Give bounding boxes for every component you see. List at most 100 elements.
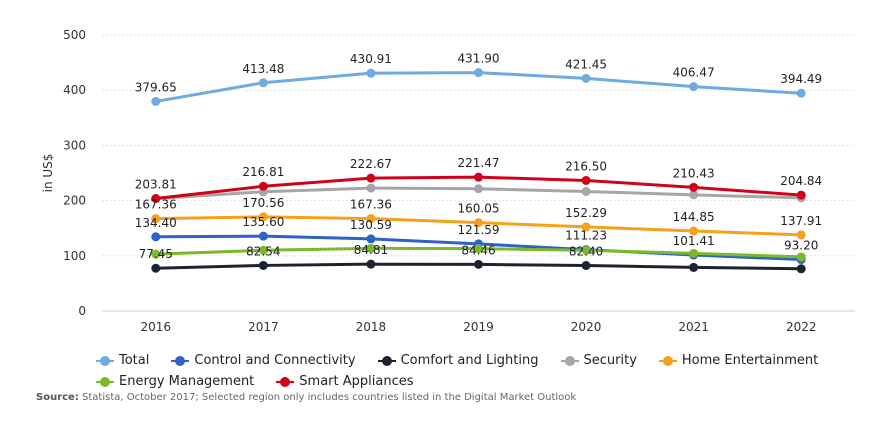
data-point[interactable]: [796, 88, 806, 98]
data-point[interactable]: [581, 245, 591, 255]
data-label: 204.84: [780, 174, 822, 188]
data-point[interactable]: [258, 212, 268, 222]
y-axis-ticks: 0 100 200 300 400 500: [63, 28, 86, 318]
data-point[interactable]: [474, 68, 483, 78]
source-text: Statista, October 2017; Selected region …: [78, 392, 577, 403]
data-label: 394.49: [780, 72, 822, 86]
data-label: 431.90: [458, 52, 500, 66]
data-point[interactable]: [366, 259, 376, 269]
data-label: 421.45: [565, 57, 607, 71]
data-label: 135.60: [242, 215, 284, 229]
data-point[interactable]: [474, 244, 483, 254]
data-label: 413.48: [242, 62, 284, 76]
y-tick-label: 100: [63, 249, 86, 263]
data-labels-group: 379.65 413.48 430.91 431.90 421.45 406.47 394.…: [135, 52, 822, 262]
data-point[interactable]: [474, 259, 483, 269]
data-point[interactable]: [151, 96, 161, 106]
data-label: 216.50: [565, 159, 607, 173]
legend-label: Control and Connectivity: [194, 353, 356, 368]
y-tick-label: 200: [63, 194, 86, 208]
data-point[interactable]: [581, 73, 591, 83]
data-label: 84.81: [354, 243, 388, 257]
data-point[interactable]: [581, 222, 591, 232]
y-tick-label: 400: [63, 83, 86, 97]
legend-label: Home Entertainment: [681, 353, 819, 368]
data-label: 130.59: [350, 218, 392, 232]
data-label: 111.23: [565, 229, 607, 243]
legend-item-security[interactable]: Security: [560, 352, 637, 370]
data-label: 210.43: [673, 166, 715, 180]
data-point[interactable]: [796, 264, 806, 274]
data-label: 167.36: [135, 198, 177, 212]
data-point[interactable]: [689, 182, 699, 192]
y-tick-label: 0: [78, 304, 86, 318]
series-smart-appliances: [151, 172, 806, 203]
data-point[interactable]: [258, 260, 268, 270]
data-point[interactable]: [689, 190, 699, 200]
data-point[interactable]: [474, 172, 483, 182]
data-point[interactable]: [151, 232, 161, 242]
data-label: 430.91: [350, 52, 392, 66]
data-point[interactable]: [796, 190, 806, 200]
data-label: 93.20: [784, 239, 818, 253]
data-point[interactable]: [366, 173, 376, 183]
data-label: 167.36: [350, 198, 392, 212]
data-point[interactable]: [366, 68, 376, 78]
data-label: 144.85: [673, 210, 715, 224]
data-label: 152.29: [565, 206, 607, 220]
legend-item-total[interactable]: Total: [96, 352, 149, 370]
data-point[interactable]: [689, 226, 699, 236]
x-tick-label: 2019: [463, 320, 494, 334]
data-label: 203.81: [135, 177, 177, 191]
legend-marker-icon: [658, 355, 677, 367]
data-label: 216.81: [242, 165, 284, 179]
legend-item-energy-management[interactable]: Energy Management: [96, 373, 254, 391]
legend-marker-icon: [96, 355, 114, 367]
legend: Total Control and Connectivity Comfort and…: [96, 352, 856, 394]
data-point[interactable]: [366, 183, 376, 193]
data-label: 134.40: [135, 216, 177, 230]
data-label: 82.54: [246, 244, 280, 258]
data-label: 121.59: [458, 223, 500, 237]
data-point[interactable]: [581, 261, 591, 271]
data-label: 84.46: [461, 243, 495, 257]
data-point[interactable]: [151, 214, 161, 224]
data-point[interactable]: [474, 184, 483, 194]
data-label: 77.45: [139, 247, 173, 261]
legend-item-control-and-connectivity[interactable]: Control and Connectivity: [171, 352, 356, 370]
legend-item-home-entertainment[interactable]: Home Entertainment: [658, 352, 819, 370]
data-label: 221.47: [458, 156, 500, 170]
x-tick-label: 2016: [141, 320, 172, 334]
data-point[interactable]: [796, 230, 806, 240]
data-point[interactable]: [689, 248, 699, 258]
data-point[interactable]: [258, 78, 268, 88]
line-chart: 0 100 200 300 400 500 2016 2017 2018 2019 2020 202…: [41, 28, 855, 334]
data-point[interactable]: [258, 181, 268, 191]
legend-marker-icon: [96, 376, 114, 388]
data-point[interactable]: [796, 252, 806, 262]
data-point[interactable]: [258, 231, 268, 241]
data-point[interactable]: [366, 214, 376, 224]
data-point[interactable]: [474, 218, 483, 228]
legend-marker-icon: [276, 376, 295, 388]
data-point[interactable]: [689, 82, 699, 92]
data-point[interactable]: [581, 186, 591, 196]
legend-item-comfort-and-lighting[interactable]: Comfort and Lighting: [377, 352, 539, 370]
data-point[interactable]: [258, 245, 268, 255]
data-point[interactable]: [366, 243, 376, 253]
data-point[interactable]: [581, 175, 591, 185]
legend-marker-icon: [171, 355, 190, 367]
data-point[interactable]: [151, 249, 161, 259]
y-axis-title: in US$: [41, 154, 55, 193]
legend-marker-icon: [377, 355, 396, 367]
data-point[interactable]: [366, 234, 376, 244]
data-label: 170.56: [242, 196, 284, 210]
y-tick-label: 300: [63, 138, 86, 152]
x-axis-ticks: 2016 2017 2018 2019 2020 2021 2022: [141, 320, 817, 334]
data-point[interactable]: [151, 193, 161, 203]
x-tick-label: 2021: [678, 320, 709, 334]
series-group: [151, 68, 806, 274]
data-point[interactable]: [689, 262, 699, 272]
legend-item-smart-appliances[interactable]: Smart Appliances: [276, 373, 413, 391]
data-point[interactable]: [151, 263, 161, 273]
